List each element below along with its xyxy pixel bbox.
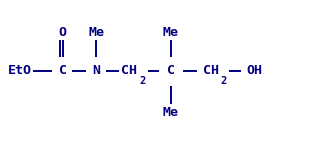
Text: 2: 2	[220, 76, 226, 86]
Text: EtO: EtO	[8, 64, 32, 77]
Text: N: N	[92, 64, 100, 77]
Text: C: C	[167, 64, 175, 77]
Text: CH: CH	[121, 64, 137, 77]
Text: 2: 2	[139, 76, 145, 86]
Text: CH: CH	[203, 64, 219, 77]
Text: Me: Me	[163, 106, 179, 119]
Text: Me: Me	[163, 26, 179, 39]
Text: C: C	[59, 64, 67, 77]
Text: O: O	[59, 26, 67, 39]
Text: Me: Me	[88, 26, 104, 39]
Text: OH: OH	[246, 64, 262, 77]
